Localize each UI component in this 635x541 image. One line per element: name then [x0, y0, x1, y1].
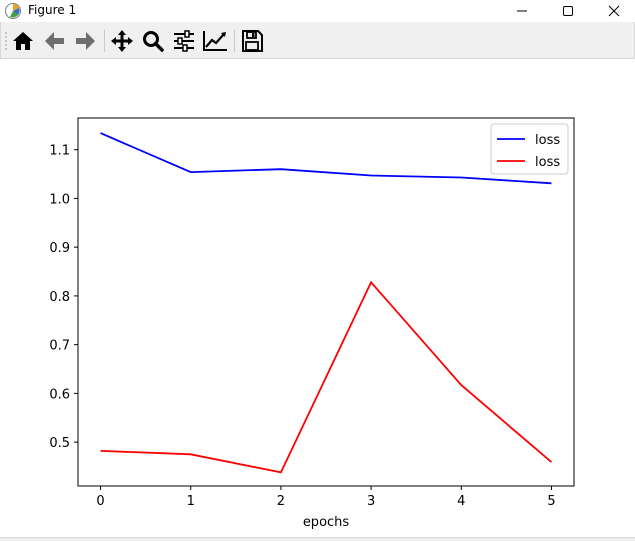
- save-button[interactable]: [238, 27, 266, 55]
- y-tick-label: 0.7: [49, 339, 70, 354]
- series-line-0: [100, 132, 552, 185]
- x-tick-label: 1: [187, 494, 195, 509]
- home-button[interactable]: [9, 27, 37, 55]
- series-line-1: [100, 280, 553, 474]
- edit-axis-button[interactable]: [201, 27, 229, 55]
- line-chart-icon: [203, 31, 227, 51]
- x-axis-label: epochs: [303, 515, 350, 530]
- y-tick-label: 0.8: [49, 290, 70, 305]
- minimize-icon: [517, 10, 527, 12]
- window-title: Figure 1: [28, 3, 77, 17]
- x-tick-label: 5: [547, 494, 555, 509]
- x-tick-label: 2: [277, 494, 285, 509]
- y-tick-label: 1.1: [49, 144, 70, 159]
- maximize-button[interactable]: [545, 0, 591, 22]
- forward-button[interactable]: [71, 27, 99, 55]
- arrow-left-icon: [45, 32, 64, 50]
- zoom-button[interactable]: [139, 27, 167, 55]
- window-bottom-border: [0, 537, 635, 541]
- sliders-icon: [174, 30, 194, 52]
- toolbar-grip[interactable]: [5, 31, 7, 51]
- toolbar-separator: [234, 30, 235, 52]
- y-tick-label: 0.5: [49, 436, 70, 451]
- legend-label-0: loss: [535, 133, 560, 148]
- x-tick-label: 3: [367, 494, 375, 509]
- home-icon: [13, 32, 33, 50]
- move-arrows-icon: [111, 30, 133, 52]
- minimize-button[interactable]: [499, 0, 545, 22]
- floppy-disk-icon: [242, 30, 263, 52]
- legend-label-1: loss: [535, 155, 560, 170]
- figure-canvas[interactable]: 0 1 2 3 4 5 0.5 0.6 0.7 0.8 0.9 1.0 1.1 epochs loss los…: [0, 59, 635, 537]
- loss-chart[interactable]: 0 1 2 3 4 5 0.5 0.6 0.7 0.8 0.9 1.0 1.1 epochs loss los…: [0, 59, 635, 537]
- y-tick-label: 0.6: [49, 387, 70, 402]
- pan-button[interactable]: [108, 27, 136, 55]
- configure-subplots-button[interactable]: [170, 27, 198, 55]
- window-titlebar: Figure 1: [0, 0, 635, 22]
- arrow-right-icon: [76, 32, 95, 50]
- magnifier-icon: [143, 31, 164, 52]
- close-icon: [608, 5, 620, 17]
- matplotlib-figure-icon: [5, 3, 21, 19]
- x-tick-label: 4: [457, 494, 465, 509]
- maximize-icon: [563, 6, 573, 16]
- close-button[interactable]: [591, 0, 635, 22]
- back-button[interactable]: [41, 27, 69, 55]
- x-tick-label: 0: [96, 494, 104, 509]
- toolbar-separator: [104, 30, 105, 52]
- y-tick-label: 0.9: [49, 241, 70, 256]
- navigation-toolbar: [0, 22, 635, 59]
- y-tick-label: 1.0: [49, 192, 70, 207]
